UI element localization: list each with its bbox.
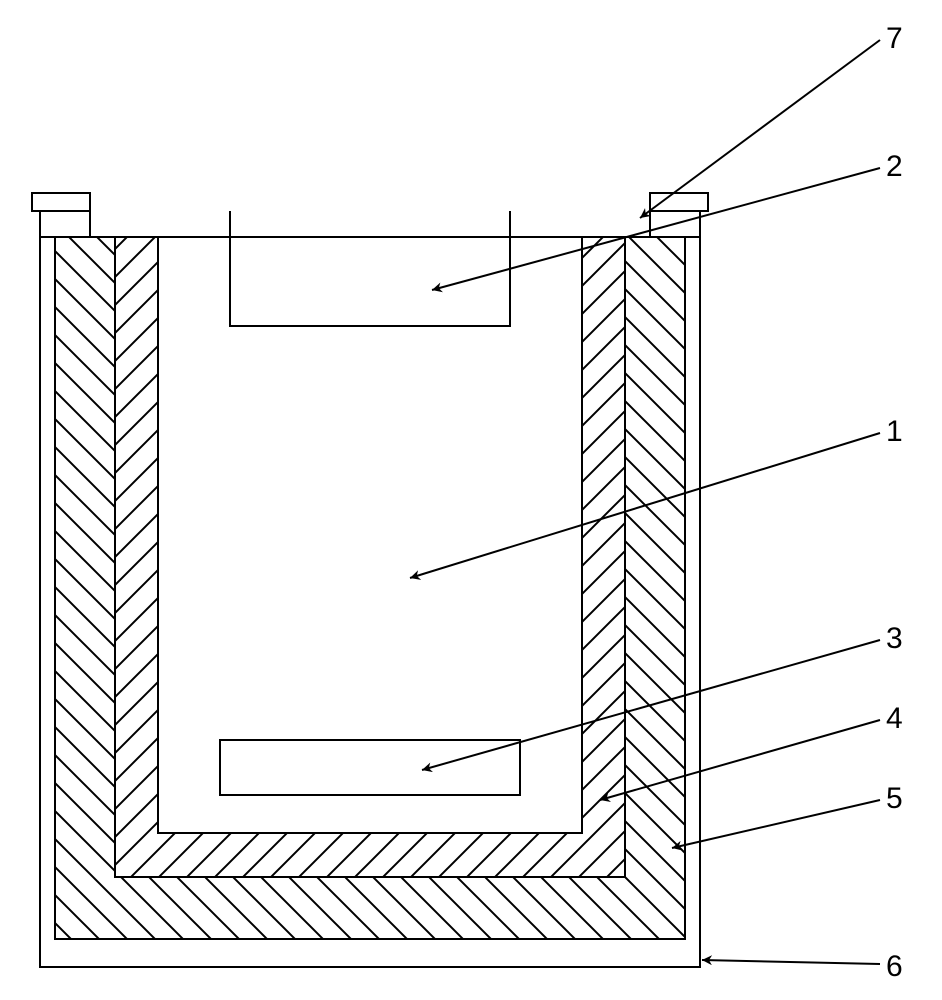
flange-tab-right bbox=[650, 193, 708, 211]
flange-tab-left bbox=[32, 193, 90, 211]
insert-bottom bbox=[220, 740, 520, 795]
insert-top bbox=[230, 211, 510, 326]
callout-label-7: 7 bbox=[886, 22, 903, 56]
callout-label-1: 1 bbox=[886, 415, 903, 449]
callout-label-4: 4 bbox=[886, 702, 903, 736]
callout-label-5: 5 bbox=[886, 782, 903, 816]
leader-line-7 bbox=[640, 40, 880, 218]
leader-line-5 bbox=[672, 800, 880, 848]
callout-label-3: 3 bbox=[886, 622, 903, 656]
diagram-canvas: 7 2 1 3 4 5 6 bbox=[0, 0, 942, 1000]
leader-line-6 bbox=[702, 960, 880, 964]
inner-wall bbox=[115, 237, 625, 877]
diagram-svg bbox=[0, 0, 942, 1000]
callout-label-6: 6 bbox=[886, 950, 903, 984]
callout-label-2: 2 bbox=[886, 150, 903, 184]
